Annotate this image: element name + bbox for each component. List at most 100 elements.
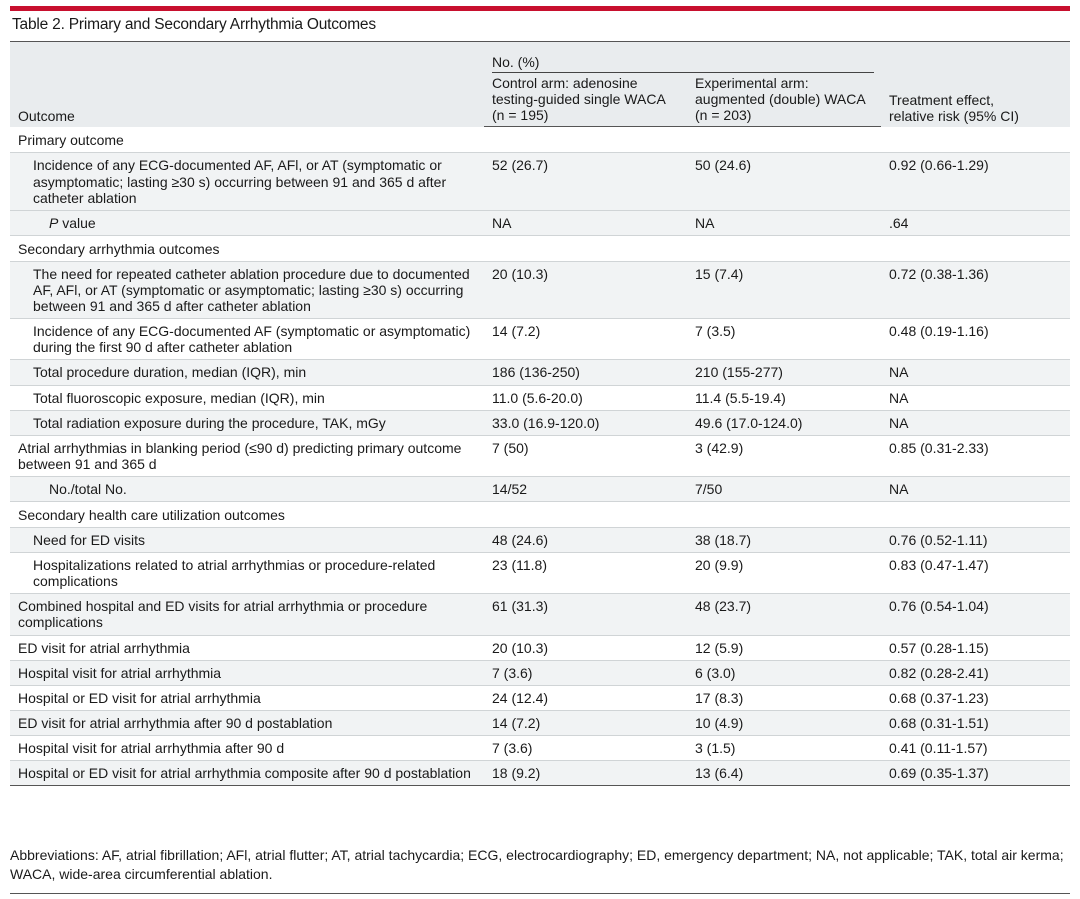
outcome-label: Hospital or ED visit for atrial arrhythm… xyxy=(18,765,471,781)
control-value-cell: 11.0 (5.6-20.0) xyxy=(484,385,687,411)
outcomes-table: Outcome No. (%) Treatment effect, relati… xyxy=(10,40,1070,787)
control-value-cell: 14 (7.2) xyxy=(484,318,687,361)
table-title: Table 2. Primary and Secondary Arrhythmi… xyxy=(12,16,376,33)
table-row: Hospital visit for atrial arrhythmia aft… xyxy=(10,735,1070,762)
experimental-value-cell: 7/50 xyxy=(687,476,881,502)
header-control-line-2: testing-guided single WACA xyxy=(492,91,666,108)
control-value-cell: 20 (10.3) xyxy=(484,261,687,320)
experimental-value-cell: 6 (3.0) xyxy=(687,660,881,686)
outcome-cell: Hospital or ED visit for atrial arrhythm… xyxy=(10,760,484,787)
outcome-label: Hospitalizations related to atrial arrhy… xyxy=(33,557,436,590)
outcome-label: Hospital visit for atrial arrhythmia xyxy=(18,664,222,681)
experimental-value-cell: 12 (5.9) xyxy=(687,635,881,661)
abbreviations-footnote: Abbreviations: AF, atrial fibrillation; … xyxy=(10,847,1064,882)
table-row: Total procedure duration, median (IQR), … xyxy=(10,359,1070,386)
table-row: P value NA NA .64 xyxy=(10,210,1070,236)
table-row: Hospital or ED visit for atrial arrhythm… xyxy=(10,685,1070,711)
header-accent-bar xyxy=(10,6,1070,11)
control-value-cell: 33.0 (16.9-120.0) xyxy=(484,410,687,436)
effect-value-cell: NA xyxy=(881,410,1070,436)
effect-value-cell: 0.76 (0.52-1.11) xyxy=(881,527,1070,554)
effect-value-cell: NA xyxy=(881,476,1070,502)
experimental-value-cell: 3 (1.5) xyxy=(687,735,881,762)
experimental-value-cell: 10 (4.9) xyxy=(687,710,881,736)
outcome-label: Atrial arrhythmias in blanking period (≤… xyxy=(18,439,462,472)
table-row: The need for repeated catheter ablation … xyxy=(10,261,1070,320)
table-row: Total radiation exposure during the proc… xyxy=(10,410,1070,436)
outcome-cell: Need for ED visits xyxy=(10,527,484,554)
header-group-label: No. (%) xyxy=(492,54,874,74)
effect-value-cell: 0.82 (0.28-2.41) xyxy=(881,660,1070,686)
outcome-label: Combined hospital and ED visits for atri… xyxy=(18,598,428,631)
experimental-value-cell: 48 (23.7) xyxy=(687,593,881,636)
table-body: Primary outcome Incidence of any ECG-docu… xyxy=(10,126,1070,787)
outcome-label: ED visit for atrial arrhythmia after 90 … xyxy=(18,714,333,731)
table-row: ED visit for atrial arrhythmia after 90 … xyxy=(10,710,1070,736)
outcome-label: No./total No. xyxy=(49,480,127,497)
outcome-label: Total fluoroscopic exposure, median (IQR… xyxy=(33,389,325,406)
control-value-cell: 24 (12.4) xyxy=(484,685,687,711)
experimental-value-cell: NA xyxy=(687,210,881,236)
effect-value-cell: 0.72 (0.38-1.36) xyxy=(881,261,1070,320)
outcome-label: ED visit for atrial arrhythmia xyxy=(18,639,190,656)
header-effect: Treatment effect, relative risk (95% CI) xyxy=(881,40,1070,127)
outcome-cell: The need for repeated catheter ablation … xyxy=(10,261,484,320)
outcome-cell: ED visit for atrial arrhythmia xyxy=(10,635,484,661)
section-label: Primary outcome xyxy=(10,126,1070,154)
experimental-value-cell: 17 (8.3) xyxy=(687,685,881,711)
outcome-cell: Total fluoroscopic exposure, median (IQR… xyxy=(10,385,484,411)
experimental-value-cell: 38 (18.7) xyxy=(687,527,881,554)
control-value-cell: NA xyxy=(484,210,687,236)
outcome-label: Total radiation exposure during the proc… xyxy=(33,414,386,431)
control-value-cell: 23 (11.8) xyxy=(484,552,687,595)
experimental-value-cell: 13 (6.4) xyxy=(687,760,881,787)
italic-prefix: P xyxy=(49,214,59,231)
outcome-cell: Total procedure duration, median (IQR), … xyxy=(10,359,484,386)
experimental-value-cell: 15 (7.4) xyxy=(687,261,881,320)
section-label: Secondary health care utilization outcom… xyxy=(10,501,1070,529)
outcome-cell: Atrial arrhythmias in blanking period (≤… xyxy=(10,435,484,477)
experimental-value-cell: 210 (155-277) xyxy=(687,359,881,386)
outcome-cell: Hospitalizations related to atrial arrhy… xyxy=(10,552,484,595)
header-control: Control arm: adenosine testing-guided si… xyxy=(484,75,687,128)
outcome-cell: ED visit for atrial arrhythmia after 90 … xyxy=(10,710,484,736)
control-value-cell: 7 (3.6) xyxy=(484,735,687,762)
table-row: Incidence of any ECG-documented AF, AFl,… xyxy=(10,152,1070,211)
outcome-cell: Hospital visit for atrial arrhythmia xyxy=(10,660,484,686)
outcome-label: The need for repeated catheter ablation … xyxy=(33,265,470,315)
effect-value-cell: NA xyxy=(881,385,1070,411)
table-row: Combined hospital and ED visits for atri… xyxy=(10,593,1070,636)
control-value-cell: 52 (26.7) xyxy=(484,152,687,211)
table-row: ED visit for atrial arrhythmia 20 (10.3) 1… xyxy=(10,635,1070,661)
table-row: Total fluoroscopic exposure, median (IQR… xyxy=(10,385,1070,411)
table-row: Hospitalizations related to atrial arrhy… xyxy=(10,552,1070,595)
outcome-cell: No./total No. xyxy=(10,476,484,502)
outcome-label: Need for ED visits xyxy=(33,532,146,549)
control-value-cell: 186 (136-250) xyxy=(484,359,687,386)
outcome-label: Hospital visit for atrial arrhythmia aft… xyxy=(18,739,285,756)
effect-value-cell: 0.76 (0.54-1.04) xyxy=(881,593,1070,636)
header-control-line-1: Control arm: adenosine xyxy=(492,75,638,92)
section-row: Secondary health care utilization outcom… xyxy=(10,501,1070,529)
table-bottom-rule xyxy=(10,893,1070,894)
effect-value-cell: NA xyxy=(881,359,1070,386)
experimental-value-cell: 20 (9.9) xyxy=(687,552,881,595)
section-label: Secondary arrhythmia outcomes xyxy=(10,235,1070,262)
header-experimental-line-3: (n = 203) xyxy=(695,107,752,124)
experimental-value-cell: 3 (42.9) xyxy=(687,435,881,477)
control-value-cell: 61 (31.3) xyxy=(484,593,687,636)
control-value-cell: 14 (7.2) xyxy=(484,710,687,736)
table-row: Hospital visit for atrial arrhythmia 7 (3… xyxy=(10,660,1070,686)
control-value-cell: 7 (3.6) xyxy=(484,660,687,686)
outcome-label: Incidence of any ECG-documented AF (symp… xyxy=(33,323,471,356)
table-row: Hospital or ED visit for atrial arrhythm… xyxy=(10,760,1070,787)
outcome-cell: P value xyxy=(10,210,484,236)
effect-value-cell: .64 xyxy=(881,210,1070,236)
outcomes-table-container: Outcome No. (%) Treatment effect, relati… xyxy=(10,40,1070,787)
header-experimental-line-1: Experimental arm: xyxy=(695,75,809,92)
header-outcome: Outcome xyxy=(10,40,484,127)
header-group: No. (%) xyxy=(484,41,881,76)
effect-value-cell: 0.68 (0.37-1.23) xyxy=(881,685,1070,711)
outcome-cell: Incidence of any ECG-documented AF, AFl,… xyxy=(10,152,484,211)
effect-value-cell: 0.68 (0.31-1.51) xyxy=(881,710,1070,736)
